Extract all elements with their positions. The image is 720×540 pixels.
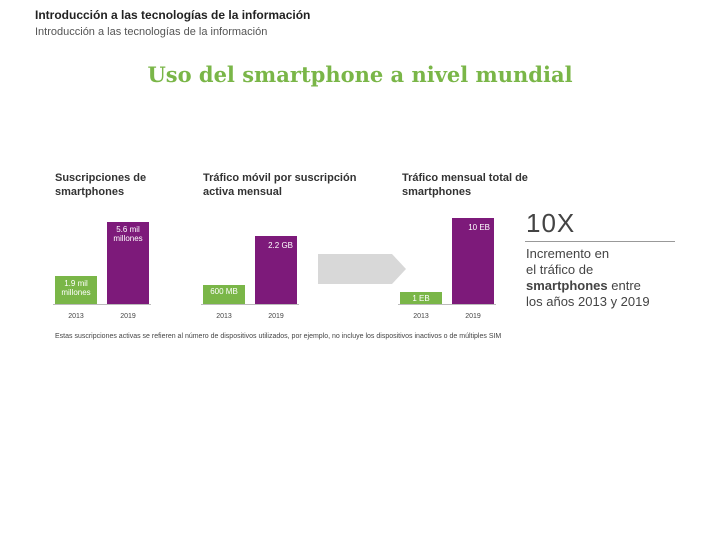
chart-baseline-2: [201, 304, 299, 305]
slide-title: Uso del smartphone a nivel mundial: [147, 62, 573, 87]
chart-baseline-3: [398, 304, 496, 305]
callout-line-3: smartphones entre: [526, 278, 696, 294]
chart-title-3: Tráfico mensual total de smartphones: [402, 172, 528, 198]
callout-emphasis: smartphones: [526, 278, 608, 293]
arrow-right-icon: [318, 254, 406, 284]
bar-3-2019: [452, 218, 494, 304]
callout-line-1: Incremento en: [526, 246, 610, 261]
bar-value-label: 5.6 mil millones: [113, 225, 143, 243]
bar-3-2013: [400, 292, 442, 304]
callout-divider: [525, 241, 675, 242]
tick-label: 2013: [413, 313, 429, 320]
footnote: Estas suscripciones activas se refieren …: [55, 333, 502, 340]
tick-label: 2019: [268, 313, 284, 320]
callout-line-4: los años 2013 y 2019: [526, 294, 650, 309]
bar-1-2019: [107, 222, 149, 304]
callout-description: Incremento en el tráfico de smartphones …: [526, 246, 696, 310]
tick-label: 2013: [216, 313, 232, 320]
bar-1-2013: [55, 276, 97, 304]
chart-title-1: Suscripciones de smartphones: [55, 172, 147, 198]
callout-multiplier: 10X: [526, 208, 576, 238]
bar-2-2013: [203, 285, 245, 304]
chart-baseline-1: [53, 304, 151, 305]
header-subtitle: Introducción a las tecnologías de la inf…: [35, 26, 268, 38]
bar-value-label: 1 EB: [412, 294, 430, 303]
bar-value-label: 1.9 mil millones: [61, 279, 91, 298]
tick-label: 2013: [68, 313, 84, 320]
bar-value-label: 10 EB: [468, 223, 490, 232]
bar-value-label: 2.2 GB: [268, 241, 293, 250]
bar-2-2019: [255, 236, 297, 304]
callout-line-2: el tráfico de: [526, 262, 594, 277]
chart-title-2: Tráfico móvil por suscripción activa men…: [203, 172, 357, 198]
callout-line-3-rest: entre: [607, 278, 641, 293]
header-title: Introducción a las tecnologías de la inf…: [35, 8, 311, 22]
bar-value-label: 600 MB: [210, 287, 238, 297]
tick-label: 2019: [120, 313, 136, 320]
tick-label: 2019: [465, 313, 481, 320]
